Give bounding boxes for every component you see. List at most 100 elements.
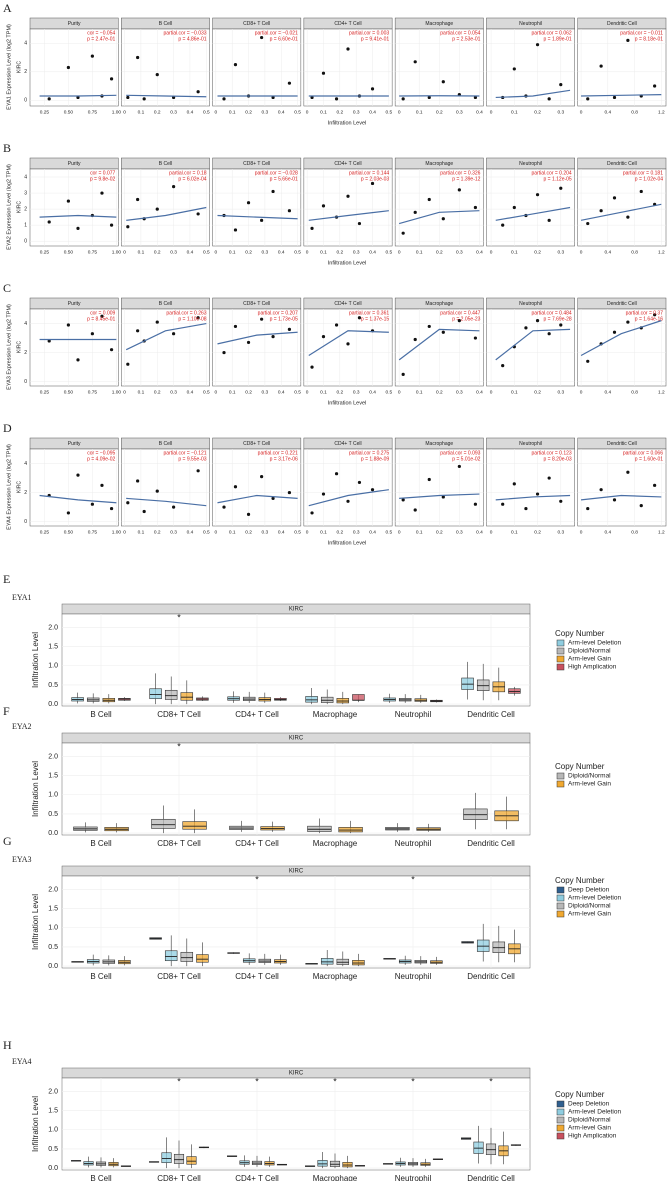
point: [413, 210, 417, 214]
annotation: p = 9.8e-02: [90, 176, 116, 182]
annotation: p = 1.89e-01: [543, 36, 571, 42]
box: [149, 688, 162, 700]
point: [90, 502, 94, 506]
x-tick-label: 0.3: [353, 249, 360, 255]
facet-panel: [486, 448, 575, 527]
y-tick-label: 0: [24, 519, 27, 525]
point: [413, 337, 417, 342]
x-tick-label: 0.4: [187, 529, 194, 535]
legend-swatch: [556, 894, 565, 902]
point: [90, 54, 94, 58]
y-tick-label: 0.5: [48, 682, 58, 689]
box: [164, 689, 178, 700]
x-tick-label: 0: [306, 109, 309, 115]
box: [173, 1153, 185, 1164]
strip-label: KIRC: [289, 869, 304, 875]
facet-panel: [212, 448, 302, 527]
point: [271, 496, 275, 500]
x-tick-label: 0: [490, 109, 493, 115]
x-tick-label: 0: [123, 389, 126, 395]
x-tick-label: 0.25: [40, 389, 50, 395]
point: [626, 215, 630, 219]
annotation: partial.cor = 0.326: [440, 170, 480, 176]
annotation: p = 8.45e-01: [87, 316, 115, 322]
legend-label: Arm-level Gain: [568, 781, 611, 788]
fit-line: [580, 494, 662, 501]
point: [457, 188, 461, 192]
point: [501, 223, 505, 227]
point: [126, 225, 130, 229]
significance: *: [255, 874, 259, 884]
y-tick-label: 0.0: [48, 830, 58, 837]
panel-letter: C: [3, 281, 11, 295]
facet-panel: [212, 308, 302, 387]
legend-swatch: [556, 1100, 565, 1108]
x-tick-label: 0.2: [534, 249, 541, 255]
annotation: p = 6.02e-04: [178, 176, 206, 182]
point: [222, 97, 226, 101]
facet-panel: [29, 448, 119, 527]
legend-swatch: [556, 655, 565, 663]
point: [639, 189, 643, 194]
facet-panel: [29, 308, 119, 387]
facet-panel: [577, 168, 667, 247]
legend-title: Copy Number: [555, 762, 605, 771]
annotation: cor = −0.054: [87, 30, 115, 36]
x-tick-label: 0.50: [64, 529, 74, 535]
x-tick-label: 0: [306, 529, 309, 535]
legend-swatch: [556, 772, 565, 780]
x-tick-label: 0.4: [476, 389, 483, 395]
point: [473, 205, 478, 210]
facet-panel: [577, 28, 667, 107]
x-tick-label: 0.5: [203, 529, 210, 535]
x-axis-label: Infiltration Level: [328, 540, 367, 546]
x-tick-label: 0.1: [320, 109, 327, 115]
x-tick-label: Neutrophil: [395, 710, 432, 719]
legend-swatch: [556, 1116, 565, 1124]
legend-label: Arm-level Deletion: [568, 640, 621, 647]
facet-label: Dendritic Cell: [607, 301, 637, 307]
x-tick-label: 0.1: [320, 529, 327, 535]
x-tick-label: 0.2: [154, 109, 161, 115]
facet-panel: [29, 168, 119, 247]
box: [320, 958, 334, 965]
row-label: KIRC: [16, 341, 22, 353]
point: [172, 185, 176, 189]
facet-label: CD4+ T Cell: [334, 301, 361, 307]
x-tick-label: 0.3: [557, 249, 564, 255]
x-tick-label: 0.1: [229, 109, 236, 115]
point: [653, 84, 657, 88]
significance: *: [177, 741, 181, 751]
facet-label: Macrophage: [425, 21, 453, 27]
x-tick-label: 0.2: [245, 389, 252, 395]
point: [626, 470, 630, 474]
x-tick-label: 0.4: [369, 109, 376, 115]
facet-panel: [121, 28, 210, 107]
x-tick-label: 0.4: [278, 389, 285, 395]
y-tick-label: 0.0: [48, 963, 58, 970]
legend-label: Deep Deletion: [568, 1101, 610, 1108]
point: [287, 81, 292, 85]
x-tick-label: 0.5: [386, 389, 393, 395]
point: [233, 324, 238, 329]
y-tick-label: 1.0: [48, 663, 58, 670]
point: [260, 218, 264, 222]
panel-letter: E: [3, 572, 10, 586]
y-tick-label: 0.0: [48, 701, 58, 708]
legend-swatch: [556, 663, 565, 671]
annotation: partial.cor = 0.181: [623, 170, 663, 176]
x-tick-label: 0.5: [386, 529, 393, 535]
x-tick-label: B Cell: [90, 839, 112, 848]
point: [287, 490, 292, 495]
facet-panel: [303, 308, 393, 387]
annotation: cor = 0.009: [90, 310, 115, 316]
point: [427, 95, 431, 100]
y-tick-label: 0: [24, 239, 27, 245]
point: [246, 340, 251, 345]
x-tick-label: 0.4: [604, 389, 611, 395]
x-tick-label: B Cell: [90, 1174, 112, 1181]
box: [151, 818, 176, 829]
point: [501, 502, 505, 506]
annotation: p = 8.20e-03: [543, 456, 571, 462]
x-tick-label: 0.1: [511, 109, 518, 115]
